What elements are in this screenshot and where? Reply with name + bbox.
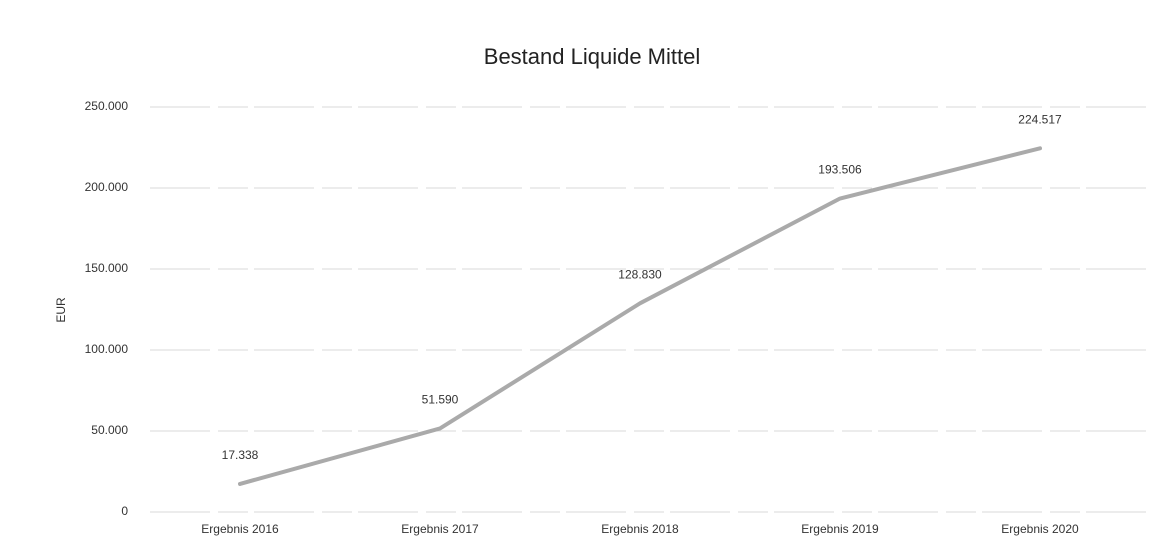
data-label: 17.338 [222,448,259,462]
y-axis-label: EUR [54,297,68,323]
data-label: 51.590 [422,393,459,407]
data-label: 224.517 [1018,112,1062,126]
data-line [238,146,1042,486]
x-tick-label: Ergebnis 2020 [1001,522,1079,536]
data-label: 128.830 [618,267,662,281]
chart-title: Bestand Liquide Mittel [484,44,700,69]
y-tick-label: 150.000 [85,261,129,275]
x-tick-label: Ergebnis 2017 [401,522,479,536]
y-tick-label: 50.000 [91,423,128,437]
data-label: 193.506 [818,163,862,177]
y-tick-label: 0 [121,504,128,518]
y-tick-label: 250.000 [85,99,129,113]
x-tick-label: Ergebnis 2018 [601,522,679,536]
y-tick-label: 200.000 [85,180,129,194]
x-tick-label: Ergebnis 2016 [201,522,279,536]
x-tick-label: Ergebnis 2019 [801,522,879,536]
y-tick-label: 100.000 [85,342,129,356]
